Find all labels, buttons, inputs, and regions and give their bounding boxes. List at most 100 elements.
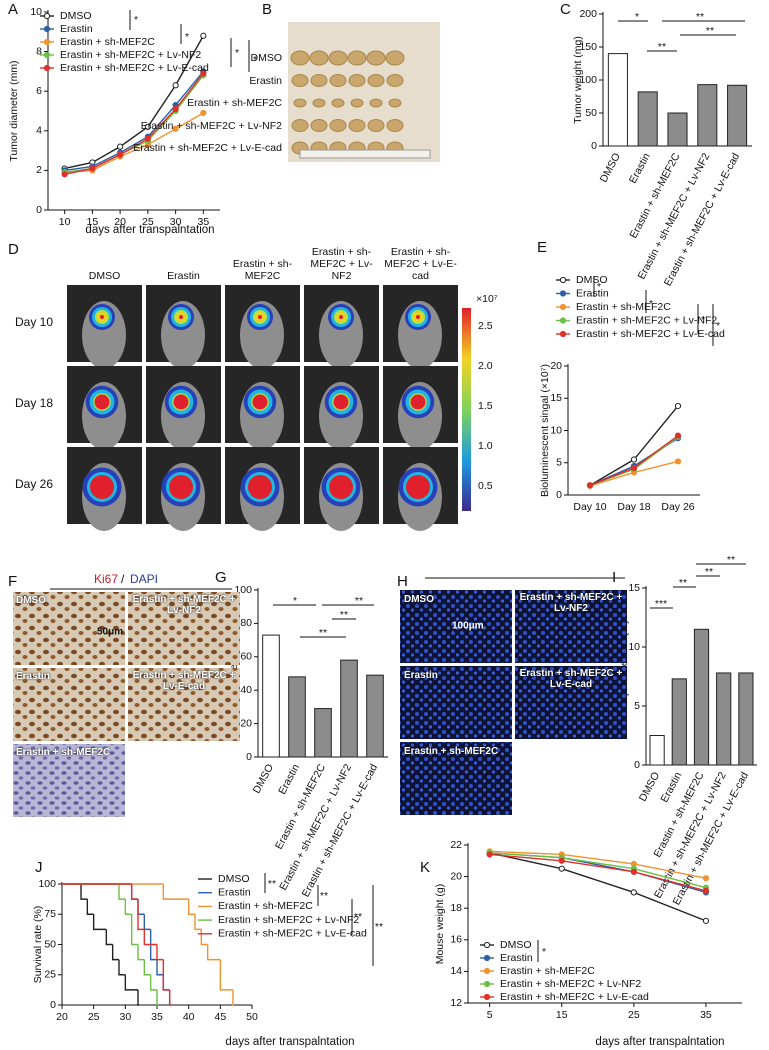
point — [674, 458, 682, 465]
legend-marker — [483, 980, 491, 988]
panel-letter: I — [612, 569, 616, 586]
scale-bar: 100μm — [452, 621, 484, 632]
survival-step — [86, 899, 94, 915]
point — [200, 109, 207, 117]
point — [702, 917, 710, 924]
signal — [416, 315, 420, 319]
survival-step — [162, 884, 189, 900]
legend-label: Erastin + sh-MEF2C — [500, 965, 595, 977]
survival-step — [162, 959, 170, 991]
colorbar — [462, 308, 471, 511]
significance: * — [134, 14, 138, 26]
bar — [637, 91, 658, 147]
signal — [406, 475, 430, 499]
row-label: Day 18 — [15, 396, 53, 410]
stain: Ki67 — [94, 572, 118, 586]
y-tick-label: 25 — [44, 969, 56, 981]
row-label: Erastin + sh-MEF2C — [187, 97, 282, 109]
y-axis-label: Survival rate (%) — [32, 906, 44, 984]
legend-label: Erastin + sh-MEF2C + Lv-NF2 — [218, 914, 359, 926]
survival-step — [118, 959, 126, 976]
legend-marker — [483, 941, 491, 949]
series-line — [489, 853, 707, 892]
tumor — [350, 98, 364, 108]
y-tick-label: 18 — [450, 902, 462, 914]
significance: * — [635, 11, 639, 23]
significance: * — [253, 54, 257, 66]
column-label: Erastin + sh-MEF2C + Lv-NF2 — [310, 246, 373, 282]
survival-step — [156, 944, 164, 961]
signal — [179, 315, 183, 319]
signal — [252, 394, 268, 410]
survival-step — [124, 899, 132, 915]
colorbar-unit: ×10⁷ — [476, 293, 498, 305]
signal — [173, 394, 189, 410]
fluorescence-image — [400, 590, 512, 663]
y-tick-label: 10 — [550, 424, 562, 436]
panel-letter: F — [8, 573, 17, 590]
image-label: Erastin + sh-MEF2C + Lv-E-cad — [519, 668, 623, 690]
stain-sep: / — [121, 572, 125, 586]
legend-label: DMSO — [60, 10, 92, 22]
legend-marker — [559, 330, 567, 338]
panel-letter: H — [397, 573, 408, 590]
signal — [90, 475, 114, 499]
y-tick-label: 60 — [240, 651, 252, 663]
survival-step — [130, 884, 138, 900]
bar — [649, 735, 665, 766]
panel-letter: B — [262, 1, 272, 18]
x-tick-label: 25 — [628, 1009, 640, 1021]
ihc-image — [13, 668, 125, 741]
signal — [258, 315, 262, 319]
x-axis-label: days after transpalntation — [595, 1036, 724, 1048]
legend-marker — [43, 38, 51, 46]
survival-step — [137, 944, 145, 961]
x-tick-label: DMSO — [251, 762, 276, 795]
survival-step — [130, 914, 138, 946]
significance: * — [185, 31, 189, 43]
x-tick-label: 30 — [119, 1011, 131, 1023]
legend-label: Erastin + sh-MEF2C + Lv-E-cad — [218, 928, 367, 940]
y-tick-label: 0 — [50, 999, 56, 1011]
signal — [248, 475, 272, 499]
bar — [671, 678, 687, 766]
tumor — [312, 98, 326, 108]
bar — [607, 53, 628, 147]
image-label: Erastin + sh-MEF2C + Lv-NF2 — [132, 594, 236, 616]
significance: ** — [658, 41, 666, 53]
series-line — [64, 112, 204, 174]
tumor — [348, 74, 366, 87]
signal — [339, 315, 343, 319]
y-tick-label: 15 — [628, 582, 640, 594]
survival-step — [156, 989, 158, 1006]
survival-step — [149, 929, 157, 961]
photo — [288, 22, 440, 162]
y-tick-label: 2 — [36, 164, 42, 176]
legend-label: DMSO — [218, 873, 250, 885]
x-axis-label: days after transpalntation — [225, 1036, 354, 1048]
y-axis-label: Bioluminescent singal (×10⁷) — [539, 364, 551, 497]
legend-label: DMSO — [576, 274, 608, 286]
legend-marker — [483, 993, 491, 1001]
y-tick-label: 4 — [36, 125, 42, 137]
point — [630, 456, 638, 463]
tumor — [369, 98, 383, 108]
x-tick-label: Day 10 — [573, 501, 606, 513]
point — [558, 865, 565, 872]
legend-label: Erastin — [60, 23, 93, 35]
significance: ** — [354, 911, 362, 923]
x-tick-label: Erastin — [276, 762, 302, 797]
survival-step — [232, 989, 234, 1006]
signal — [100, 315, 104, 319]
survival-step — [130, 884, 138, 900]
y-tick-label: 8 — [36, 45, 42, 57]
point — [89, 165, 96, 172]
y-tick-label: 6 — [36, 85, 42, 97]
colorbar-label: 2.5 — [478, 320, 493, 332]
legend-marker — [483, 967, 491, 975]
point — [630, 889, 637, 896]
tumor — [291, 74, 309, 87]
y-tick-label: 16 — [450, 934, 462, 946]
point — [200, 32, 207, 39]
point — [144, 123, 151, 130]
